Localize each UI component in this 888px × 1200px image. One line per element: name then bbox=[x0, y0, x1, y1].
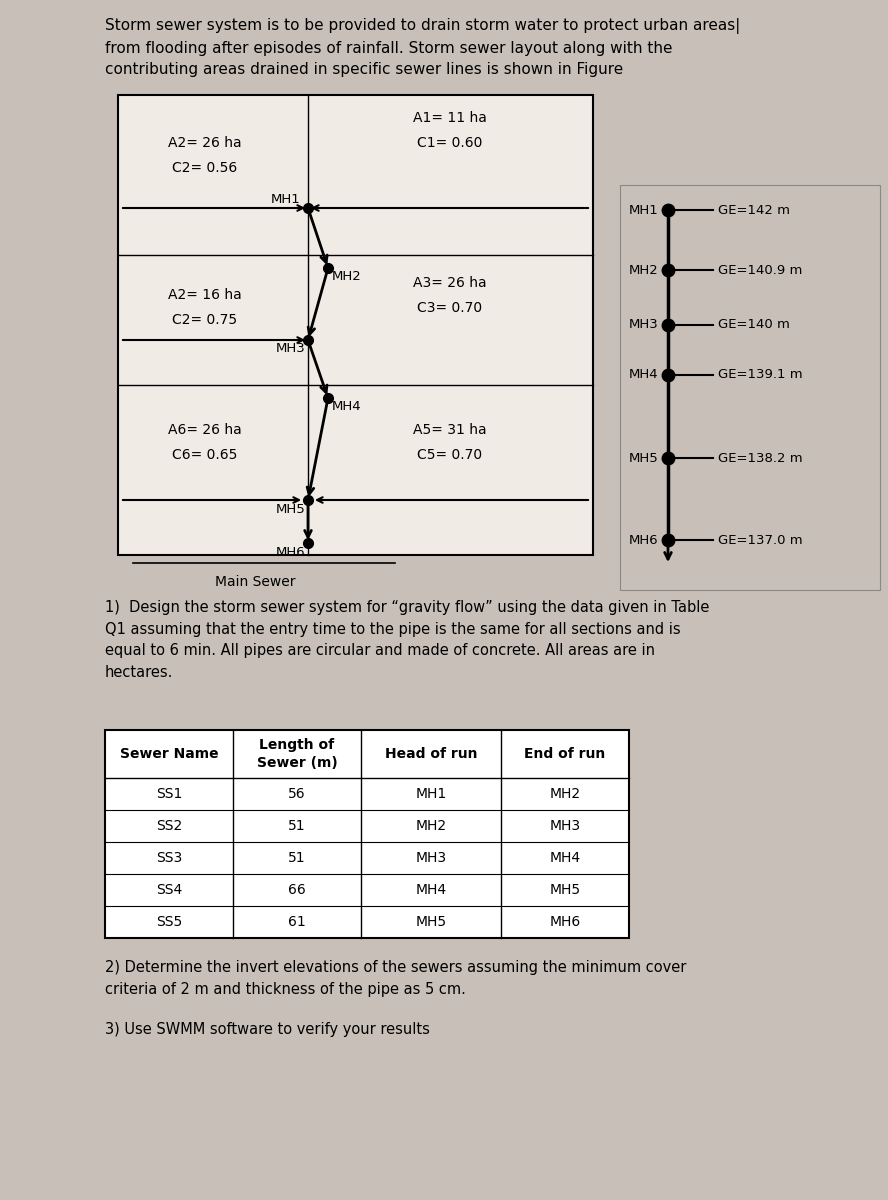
Text: C2= 0.56: C2= 0.56 bbox=[172, 161, 238, 175]
Bar bbox=[105, 730, 629, 938]
Text: 66: 66 bbox=[288, 883, 305, 898]
Text: 1)  Design the storm sewer system for “gravity flow” using the data given in Tab: 1) Design the storm sewer system for “gr… bbox=[105, 600, 710, 679]
Text: MH6: MH6 bbox=[275, 546, 305, 559]
Text: Sewer Name: Sewer Name bbox=[120, 746, 218, 761]
Text: 2) Determine the invert elevations of the sewers assuming the minimum cover
crit: 2) Determine the invert elevations of th… bbox=[105, 960, 686, 996]
Text: MH4: MH4 bbox=[629, 368, 658, 382]
Text: C3= 0.70: C3= 0.70 bbox=[417, 301, 482, 314]
Text: MH3: MH3 bbox=[628, 318, 658, 331]
Text: MH1: MH1 bbox=[270, 193, 300, 206]
Bar bbox=[118, 95, 593, 554]
Text: MH3: MH3 bbox=[550, 818, 581, 833]
Text: C5= 0.70: C5= 0.70 bbox=[417, 448, 482, 462]
Text: MH1: MH1 bbox=[416, 787, 447, 802]
Text: 51: 51 bbox=[289, 851, 305, 865]
Text: MH5: MH5 bbox=[550, 883, 581, 898]
Text: A2= 16 ha: A2= 16 ha bbox=[168, 288, 242, 302]
Text: A5= 31 ha: A5= 31 ha bbox=[413, 422, 487, 437]
Text: MH2: MH2 bbox=[332, 270, 361, 283]
Text: End of run: End of run bbox=[525, 746, 606, 761]
Text: Main Sewer: Main Sewer bbox=[215, 575, 295, 589]
Text: MH2: MH2 bbox=[416, 818, 447, 833]
Text: GE=140.9 m: GE=140.9 m bbox=[718, 264, 803, 276]
Text: 51: 51 bbox=[289, 818, 305, 833]
Text: MH6: MH6 bbox=[629, 534, 658, 546]
Text: SS1: SS1 bbox=[155, 787, 182, 802]
Text: A1= 11 ha: A1= 11 ha bbox=[413, 110, 487, 125]
Text: 3) Use SWMM software to verify your results: 3) Use SWMM software to verify your resu… bbox=[105, 1022, 430, 1037]
Text: GE=138.2 m: GE=138.2 m bbox=[718, 451, 803, 464]
Text: Storm sewer system is to be provided to drain storm water to protect urban areas: Storm sewer system is to be provided to … bbox=[105, 18, 741, 77]
Text: MH4: MH4 bbox=[550, 851, 581, 865]
Text: GE=137.0 m: GE=137.0 m bbox=[718, 534, 803, 546]
Text: Head of run: Head of run bbox=[385, 746, 477, 761]
Text: A3= 26 ha: A3= 26 ha bbox=[413, 276, 487, 290]
Text: MH3: MH3 bbox=[275, 342, 305, 355]
Text: GE=139.1 m: GE=139.1 m bbox=[718, 368, 803, 382]
Text: SS5: SS5 bbox=[156, 914, 182, 929]
Text: Length of
Sewer (m): Length of Sewer (m) bbox=[257, 738, 337, 769]
Text: MH1: MH1 bbox=[628, 204, 658, 216]
Text: MH5: MH5 bbox=[416, 914, 447, 929]
Text: C1= 0.60: C1= 0.60 bbox=[417, 136, 483, 150]
Text: SS4: SS4 bbox=[156, 883, 182, 898]
Text: MH5: MH5 bbox=[275, 503, 305, 516]
Text: A6= 26 ha: A6= 26 ha bbox=[168, 422, 242, 437]
Text: C2= 0.75: C2= 0.75 bbox=[172, 313, 238, 326]
Text: MH4: MH4 bbox=[416, 883, 447, 898]
Text: SS3: SS3 bbox=[156, 851, 182, 865]
Text: A2= 26 ha: A2= 26 ha bbox=[168, 136, 242, 150]
Text: MH2: MH2 bbox=[550, 787, 581, 802]
Text: 61: 61 bbox=[288, 914, 305, 929]
Bar bbox=[620, 185, 880, 590]
Text: MH3: MH3 bbox=[416, 851, 447, 865]
Text: MH2: MH2 bbox=[628, 264, 658, 276]
Text: SS2: SS2 bbox=[156, 818, 182, 833]
Text: GE=140 m: GE=140 m bbox=[718, 318, 789, 331]
Text: MH6: MH6 bbox=[550, 914, 581, 929]
Text: 56: 56 bbox=[289, 787, 305, 802]
Text: GE=142 m: GE=142 m bbox=[718, 204, 790, 216]
Text: MH4: MH4 bbox=[332, 400, 361, 413]
Text: C6= 0.65: C6= 0.65 bbox=[172, 448, 238, 462]
Text: MH5: MH5 bbox=[628, 451, 658, 464]
